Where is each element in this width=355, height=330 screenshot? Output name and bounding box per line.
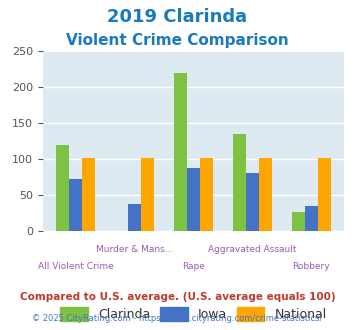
Bar bbox=[174, 73, 187, 231]
Text: Rape: Rape bbox=[182, 262, 205, 272]
Bar bbox=[292, 212, 305, 231]
Text: Robbery: Robbery bbox=[293, 262, 330, 272]
Text: Murder & Mans...: Murder & Mans... bbox=[96, 246, 173, 254]
Bar bbox=[187, 168, 200, 231]
Legend: Clarinda, Iowa, National: Clarinda, Iowa, National bbox=[55, 302, 332, 326]
Bar bbox=[69, 179, 82, 231]
Text: All Violent Crime: All Violent Crime bbox=[38, 262, 114, 272]
Bar bbox=[318, 158, 331, 231]
Text: Violent Crime Comparison: Violent Crime Comparison bbox=[66, 33, 289, 48]
Text: Compared to U.S. average. (U.S. average equals 100): Compared to U.S. average. (U.S. average … bbox=[20, 292, 335, 302]
Bar bbox=[141, 158, 154, 231]
Bar bbox=[56, 145, 69, 231]
Bar bbox=[246, 174, 259, 231]
Bar bbox=[305, 206, 318, 231]
Bar bbox=[200, 158, 213, 231]
Bar bbox=[82, 158, 95, 231]
Text: © 2025 CityRating.com - https://www.cityrating.com/crime-statistics/: © 2025 CityRating.com - https://www.city… bbox=[32, 314, 323, 323]
Bar bbox=[259, 158, 272, 231]
Text: 2019 Clarinda: 2019 Clarinda bbox=[108, 8, 247, 26]
Bar bbox=[233, 134, 246, 231]
Bar bbox=[128, 204, 141, 231]
Text: Aggravated Assault: Aggravated Assault bbox=[208, 246, 296, 254]
